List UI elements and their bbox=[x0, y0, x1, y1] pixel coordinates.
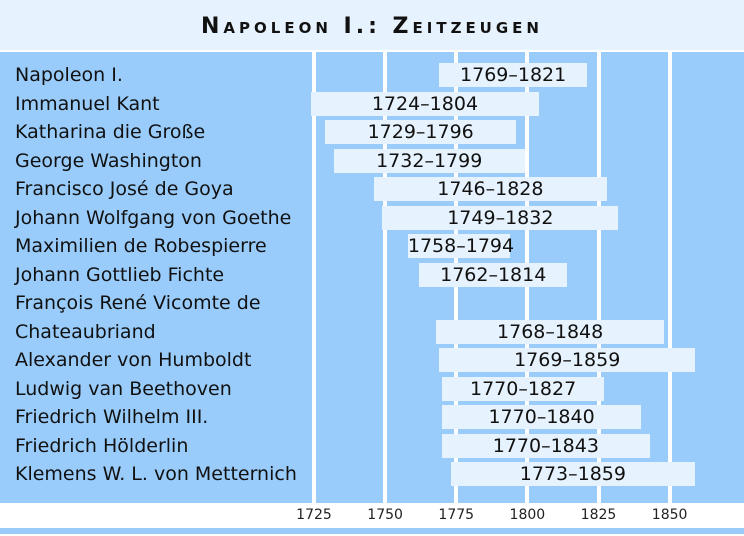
chart-area: Napoleon I. Immanuel Kant Katharina die Gr… bbox=[0, 52, 744, 503]
gridline-1850 bbox=[667, 52, 672, 503]
gridline-1825 bbox=[596, 52, 601, 503]
axis-tick-label: 1850 bbox=[651, 507, 688, 523]
person-name: Chateaubriand bbox=[15, 320, 156, 343]
lifespan-label: 1729–1796 bbox=[367, 121, 474, 143]
axis-tick-label: 1725 bbox=[296, 507, 332, 523]
title-band: Napoleon I.: Zeitzeugen bbox=[0, 0, 744, 50]
x-axis: 1725 1750 1775 1800 1825 1850 bbox=[0, 503, 744, 528]
axis-tick-label: 1825 bbox=[580, 507, 617, 523]
person-name: George Washington bbox=[15, 149, 202, 172]
lifespan-label: 1732–1799 bbox=[376, 149, 483, 172]
lifespan-bar bbox=[439, 63, 588, 87]
lifespan-bar bbox=[436, 319, 664, 344]
lifespan-label: 1749–1832 bbox=[447, 206, 554, 229]
lifespan-label: 1769–1859 bbox=[514, 349, 621, 371]
lifespan-bar bbox=[373, 177, 608, 201]
lifespan-bar bbox=[442, 405, 642, 429]
lifespan-label: 1770–1840 bbox=[488, 406, 595, 428]
lifespan-bar bbox=[333, 148, 525, 173]
bottom-strip bbox=[0, 528, 744, 534]
person-name: Napoleon I. bbox=[15, 64, 123, 86]
chart-title: Napoleon I.: Zeitzeugen bbox=[201, 14, 543, 39]
lifespan-label: 1773–1859 bbox=[519, 463, 626, 485]
lifespan-label: 1768–1848 bbox=[497, 320, 604, 343]
lifespan-label: 1746–1828 bbox=[437, 178, 544, 200]
lifespan-bar bbox=[442, 433, 650, 458]
lifespan-bar bbox=[407, 234, 511, 258]
person-name: Ludwig van Beethoven bbox=[15, 377, 232, 400]
lifespan-bar bbox=[311, 91, 539, 116]
person-name: Maximilien de Robespierre bbox=[15, 235, 267, 257]
person-name: Immanuel Kant bbox=[15, 92, 160, 115]
person-name: Katharina die Große bbox=[15, 121, 206, 143]
lifespan-label: 1769–1821 bbox=[460, 64, 567, 86]
lifespan-bar bbox=[325, 120, 516, 144]
names-panel: Napoleon I. Immanuel Kant Katharina die Gr… bbox=[0, 52, 311, 503]
axis-tick-label: 1800 bbox=[509, 507, 546, 523]
person-name: Johann Wolfgang von Goethe bbox=[15, 206, 292, 229]
person-name: Friedrich Hölderlin bbox=[15, 434, 189, 457]
lifespan-bar bbox=[382, 205, 619, 230]
lifespan-label: 1762–1814 bbox=[440, 263, 547, 286]
lifespan-bar bbox=[419, 262, 568, 287]
axis-tick-label: 1750 bbox=[367, 507, 403, 523]
lifespan-label: 1724–1804 bbox=[371, 92, 479, 115]
person-name: François René Vicomte de bbox=[15, 292, 261, 314]
lifespan-label: 1758–1794 bbox=[407, 235, 515, 257]
person-name: Klemens W. L. von Metternich bbox=[15, 463, 297, 485]
gridline-1725 bbox=[312, 52, 316, 503]
lifespan-bar bbox=[450, 462, 696, 486]
lifespan-label: 1770–1843 bbox=[492, 434, 599, 457]
lifespan-bar bbox=[442, 376, 605, 401]
lifespan-bar bbox=[439, 348, 696, 372]
person-name: Francisco José de Goya bbox=[15, 178, 234, 200]
gridline-1750 bbox=[383, 52, 388, 503]
axis-tick-label: 1775 bbox=[438, 507, 475, 523]
person-name: Johann Gottlieb Fichte bbox=[15, 263, 225, 286]
lifespan-label: 1770–1827 bbox=[469, 377, 577, 400]
person-name: Friedrich Wilhelm III. bbox=[15, 406, 209, 428]
person-name: Alexander von Humboldt bbox=[15, 349, 252, 371]
